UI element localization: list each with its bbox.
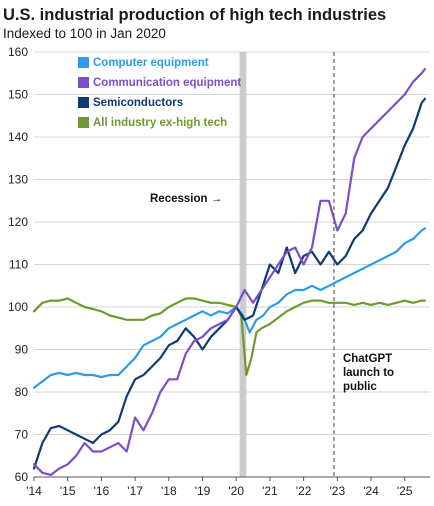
y-tick-label: 150 [8,88,28,102]
legend-label: Communication equipment [93,77,241,89]
legend-label: Computer equipment [93,57,209,69]
series-line-communication-equipment [32,67,426,476]
legend: Computer equipment Communication equipmen… [78,57,241,129]
x-tick-label: '19 [195,484,211,498]
y-tick-label: 70 [15,428,29,442]
y-tick-label: 110 [9,258,28,272]
y-tick-label: 60 [15,470,29,484]
legend-swatch [78,77,89,88]
legend-swatch [78,97,89,108]
y-tick-label: 160 [8,45,28,59]
x-tick-label: '14 [26,484,42,498]
x-tick-label: '15 [60,484,76,498]
y-tick-label: 80 [15,385,29,399]
recession-band [239,52,247,477]
y-tick-label: 100 [8,300,28,314]
annotations: Recession → ChatGPT launch to public [150,193,394,393]
y-tick-label: 90 [15,343,29,357]
x-tick-label: '20 [228,484,244,498]
y-tick-label: 130 [8,173,28,187]
recession-label: Recession → [150,193,222,205]
chart-title: U.S. industrial production of high tech … [3,6,386,24]
x-tick-label: '25 [397,484,413,498]
legend-label: Semiconductors [93,97,183,109]
axes: 60 70 80 90 100 110 120 130 140 150 160 '14 '15 '16 '1… [8,45,430,498]
legend-label: All industry ex-high tech [93,117,227,129]
legend-swatch [78,117,89,128]
x-tick-label: '18 [161,484,177,498]
chart-subtitle: Indexed to 100 in Jan 2020 [3,26,166,41]
chatgpt-label-line: public [343,381,377,393]
x-tick-label: '21 [262,484,278,498]
y-tick-label: 120 [8,215,28,229]
recession-shading [239,52,247,477]
series-line-semiconductors [32,97,426,470]
y-tick-label: 140 [8,130,28,144]
chatgpt-label-line: launch to [343,367,394,379]
legend-swatch [78,57,89,68]
chatgpt-label-line: ChatGPT [343,353,392,365]
x-tick-label: '23 [329,484,345,498]
x-tick-label: '16 [94,484,110,498]
series-lines [32,67,426,476]
x-tick-label: '24 [363,484,379,498]
x-tick-label: '22 [296,484,312,498]
x-tick-label: '17 [127,484,143,498]
